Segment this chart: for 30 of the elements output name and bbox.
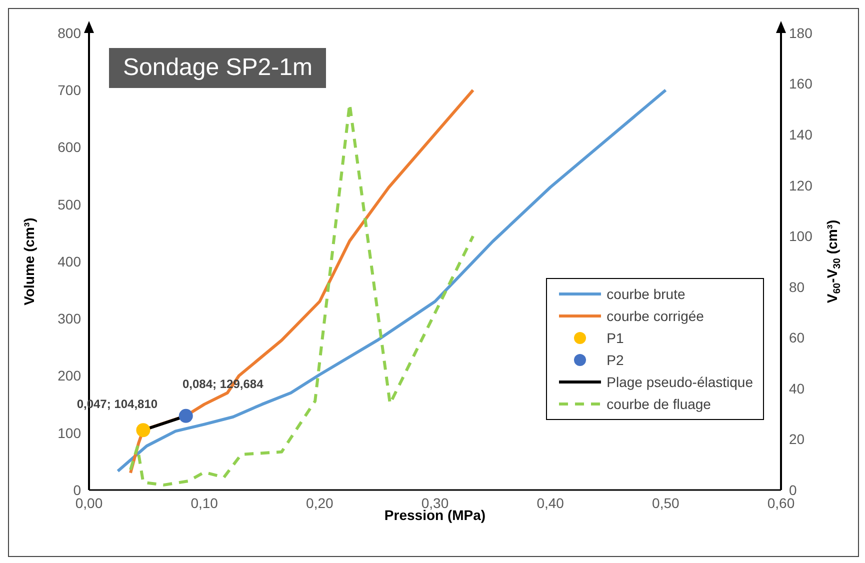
y2-tick-label: 80 [789,278,805,295]
x-tick-label: 0,30 [421,494,449,511]
y-tick-label: 200 [58,368,82,384]
legend-label: Plage pseudo-élastique [606,374,753,390]
y-tick-label: 600 [58,139,82,156]
x-tick-label: 0,20 [306,494,334,511]
y2-tick-label: 120 [789,177,813,194]
y-tick-label: 800 [58,24,82,41]
x-tick-label: 0,50 [652,494,680,511]
text: Sondage SP2-1m [109,48,326,88]
y-tick-label: 100 [58,424,82,441]
legend-label: P1 [606,330,624,346]
y2-tick-label: 40 [789,380,805,396]
y2-tick-label: 20 [789,431,805,448]
y2-tick-label: 180 [789,24,813,41]
legend-label: courbe de fluage [606,396,711,412]
legend-label: courbe corrigée [606,308,704,324]
y-tick-label: 500 [58,196,82,212]
x-tick-label: 0,10 [190,494,218,511]
y2-tick-label: 100 [789,228,813,244]
y-tick-label: 300 [58,310,82,327]
legend-label: courbe brute [606,286,686,302]
y2-tick-label: 60 [789,330,805,346]
y2-tick-label: 160 [789,76,813,92]
y-axis-title: Volume (cm³) [21,218,37,306]
legend-label: P2 [606,352,624,368]
y-tick-label: 400 [58,253,82,270]
y-tick-label: 700 [58,82,82,98]
x-tick-label: 0,40 [536,494,564,511]
y2-tick-label: 140 [789,126,813,143]
